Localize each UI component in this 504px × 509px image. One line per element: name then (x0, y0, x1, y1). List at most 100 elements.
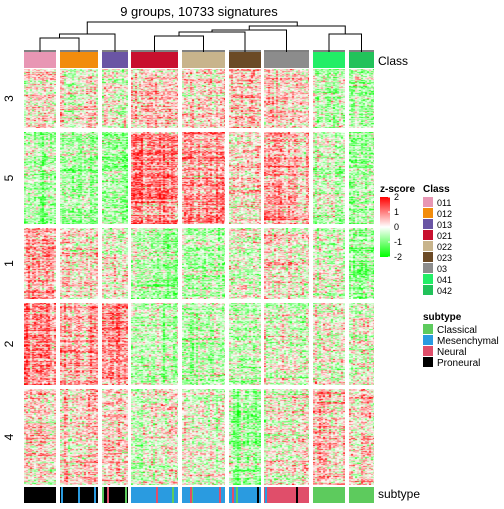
heatmap-block-2-012 (60, 303, 98, 385)
class-annotation-cell (131, 52, 178, 68)
subtype-legend-label: Classical (437, 325, 477, 336)
class-legend-label: 021 (437, 231, 452, 241)
row-split-label: 3 (2, 95, 16, 102)
subtype-annotation-cell (102, 487, 128, 503)
subtype-legend-title: subtype (423, 312, 462, 323)
class-legend-label: 041 (437, 275, 452, 285)
subtype-annotation-stripe (102, 487, 104, 503)
chart-title: 9 groups, 10733 signatures (120, 4, 278, 19)
heatmap-block-1-022 (182, 228, 225, 299)
heatmap-block-5-021 (131, 132, 178, 224)
dendrogram-branch (86, 21, 298, 34)
heatmap-body (24, 69, 374, 485)
subtype-annotation-stripe (94, 487, 96, 503)
subtype-legend-swatch (423, 346, 433, 356)
class-legend-swatch (423, 274, 433, 284)
subtype-annotation-stripe (125, 487, 127, 503)
heatmap-block-4-041 (313, 389, 345, 485)
subtype-annotation-label: subtype (378, 487, 420, 501)
row-split-label: 2 (2, 340, 16, 347)
class-annotation-cell (264, 52, 309, 68)
heatmap-block-5-012 (60, 132, 98, 224)
dendrogram-branch (39, 37, 80, 44)
heatmap-block-3-041 (313, 69, 345, 128)
subtype-annotation-stripe (78, 487, 80, 503)
heatmap-block-1-012 (60, 228, 98, 299)
heatmap-block-3-023 (229, 69, 261, 128)
class-legend-swatch (423, 219, 433, 229)
class-legend-label: 022 (437, 242, 452, 252)
dendrogram-branch (328, 33, 362, 44)
zscore-legend-title: z-score (380, 184, 415, 195)
class-annotation-cell (229, 52, 261, 68)
class-legend-title: Class (423, 184, 450, 195)
class-annotation-cell (102, 52, 128, 68)
heatmap-block-1-011 (24, 228, 56, 299)
subtype-annotation-stripe (302, 487, 304, 503)
heatmap-block-4-022 (182, 389, 225, 485)
class-legend-swatch (423, 241, 433, 251)
dendrogram-branch (59, 33, 116, 44)
class-legend-swatch (423, 285, 433, 295)
zscore-color-bar (380, 197, 390, 257)
class-annotation-cell (24, 52, 56, 68)
subtype-annotation-stripe (232, 487, 234, 503)
class-annotation-cell (182, 52, 225, 68)
class-legend-swatch (423, 197, 433, 207)
zscore-tick-label: -1 (394, 237, 402, 247)
heatmap-block-2-023 (229, 303, 261, 385)
class-legend-label: 03 (437, 264, 447, 274)
row-split-label: 1 (2, 260, 16, 267)
subtype-annotation-stripe (296, 487, 298, 503)
row-split-label: 5 (2, 174, 16, 181)
heatmap-block-3-042 (349, 69, 374, 128)
class-annotation-bar (24, 52, 374, 68)
zscore-tick-label: 1 (394, 207, 399, 217)
zscore-tick-label: 0 (394, 222, 399, 232)
class-legend-label: 013 (437, 220, 452, 230)
class-legend-swatch (423, 208, 433, 218)
dendrogram-branch (178, 31, 246, 44)
legends: z-score210-1-2Class011012013021022023030… (380, 184, 499, 369)
heatmap-block-2-042 (349, 303, 374, 385)
heatmap-block-5-041 (313, 132, 345, 224)
subtype-annotation-stripe (172, 487, 174, 503)
subtype-legend-swatch (423, 324, 433, 334)
subtype-annotation-cell (349, 487, 374, 503)
heatmap-block-3-022 (182, 69, 225, 128)
heatmap-block-4-042 (349, 389, 374, 485)
subtype-legend-label: Neural (437, 347, 466, 358)
subtype-annotation-stripe (174, 487, 176, 503)
class-annotation-cell (60, 52, 98, 68)
heatmap-block-5-011 (24, 132, 56, 224)
heatmap-block-3-012 (60, 69, 98, 128)
heatmap-block-3-013 (102, 69, 128, 128)
subtype-legend-swatch (423, 357, 433, 367)
zscore-tick-label: 2 (394, 192, 399, 202)
heatmap-block-2-011 (24, 303, 56, 385)
heatmap-block-4-021 (131, 389, 178, 485)
heatmap-block-3-03 (264, 69, 309, 128)
heatmap-block-5-023 (229, 132, 261, 224)
heatmap-block-4-013 (102, 389, 128, 485)
heatmap-block-2-022 (182, 303, 225, 385)
heatmap-block-5-013 (102, 132, 128, 224)
class-legend-swatch (423, 230, 433, 240)
subtype-annotation-cell (24, 487, 56, 503)
heatmap-block-5-022 (182, 132, 225, 224)
heatmap-block-2-041 (313, 303, 345, 385)
heatmap-block-1-042 (349, 228, 374, 299)
subtype-legend-label: Proneural (437, 358, 480, 369)
subtype-legend-swatch (423, 335, 433, 345)
column-dendrogram (24, 21, 374, 52)
subtype-annotation-stripe (61, 487, 63, 503)
subtype-annotation-stripe (265, 487, 267, 503)
heatmap-block-5-042 (349, 132, 374, 224)
subtype-annotation-stripe (236, 487, 238, 503)
zscore-tick-label: -2 (394, 252, 402, 262)
subtype-legend-label: Mesenchymal (437, 336, 499, 347)
class-legend-swatch (423, 263, 433, 273)
class-legend-label: 011 (437, 198, 451, 208)
